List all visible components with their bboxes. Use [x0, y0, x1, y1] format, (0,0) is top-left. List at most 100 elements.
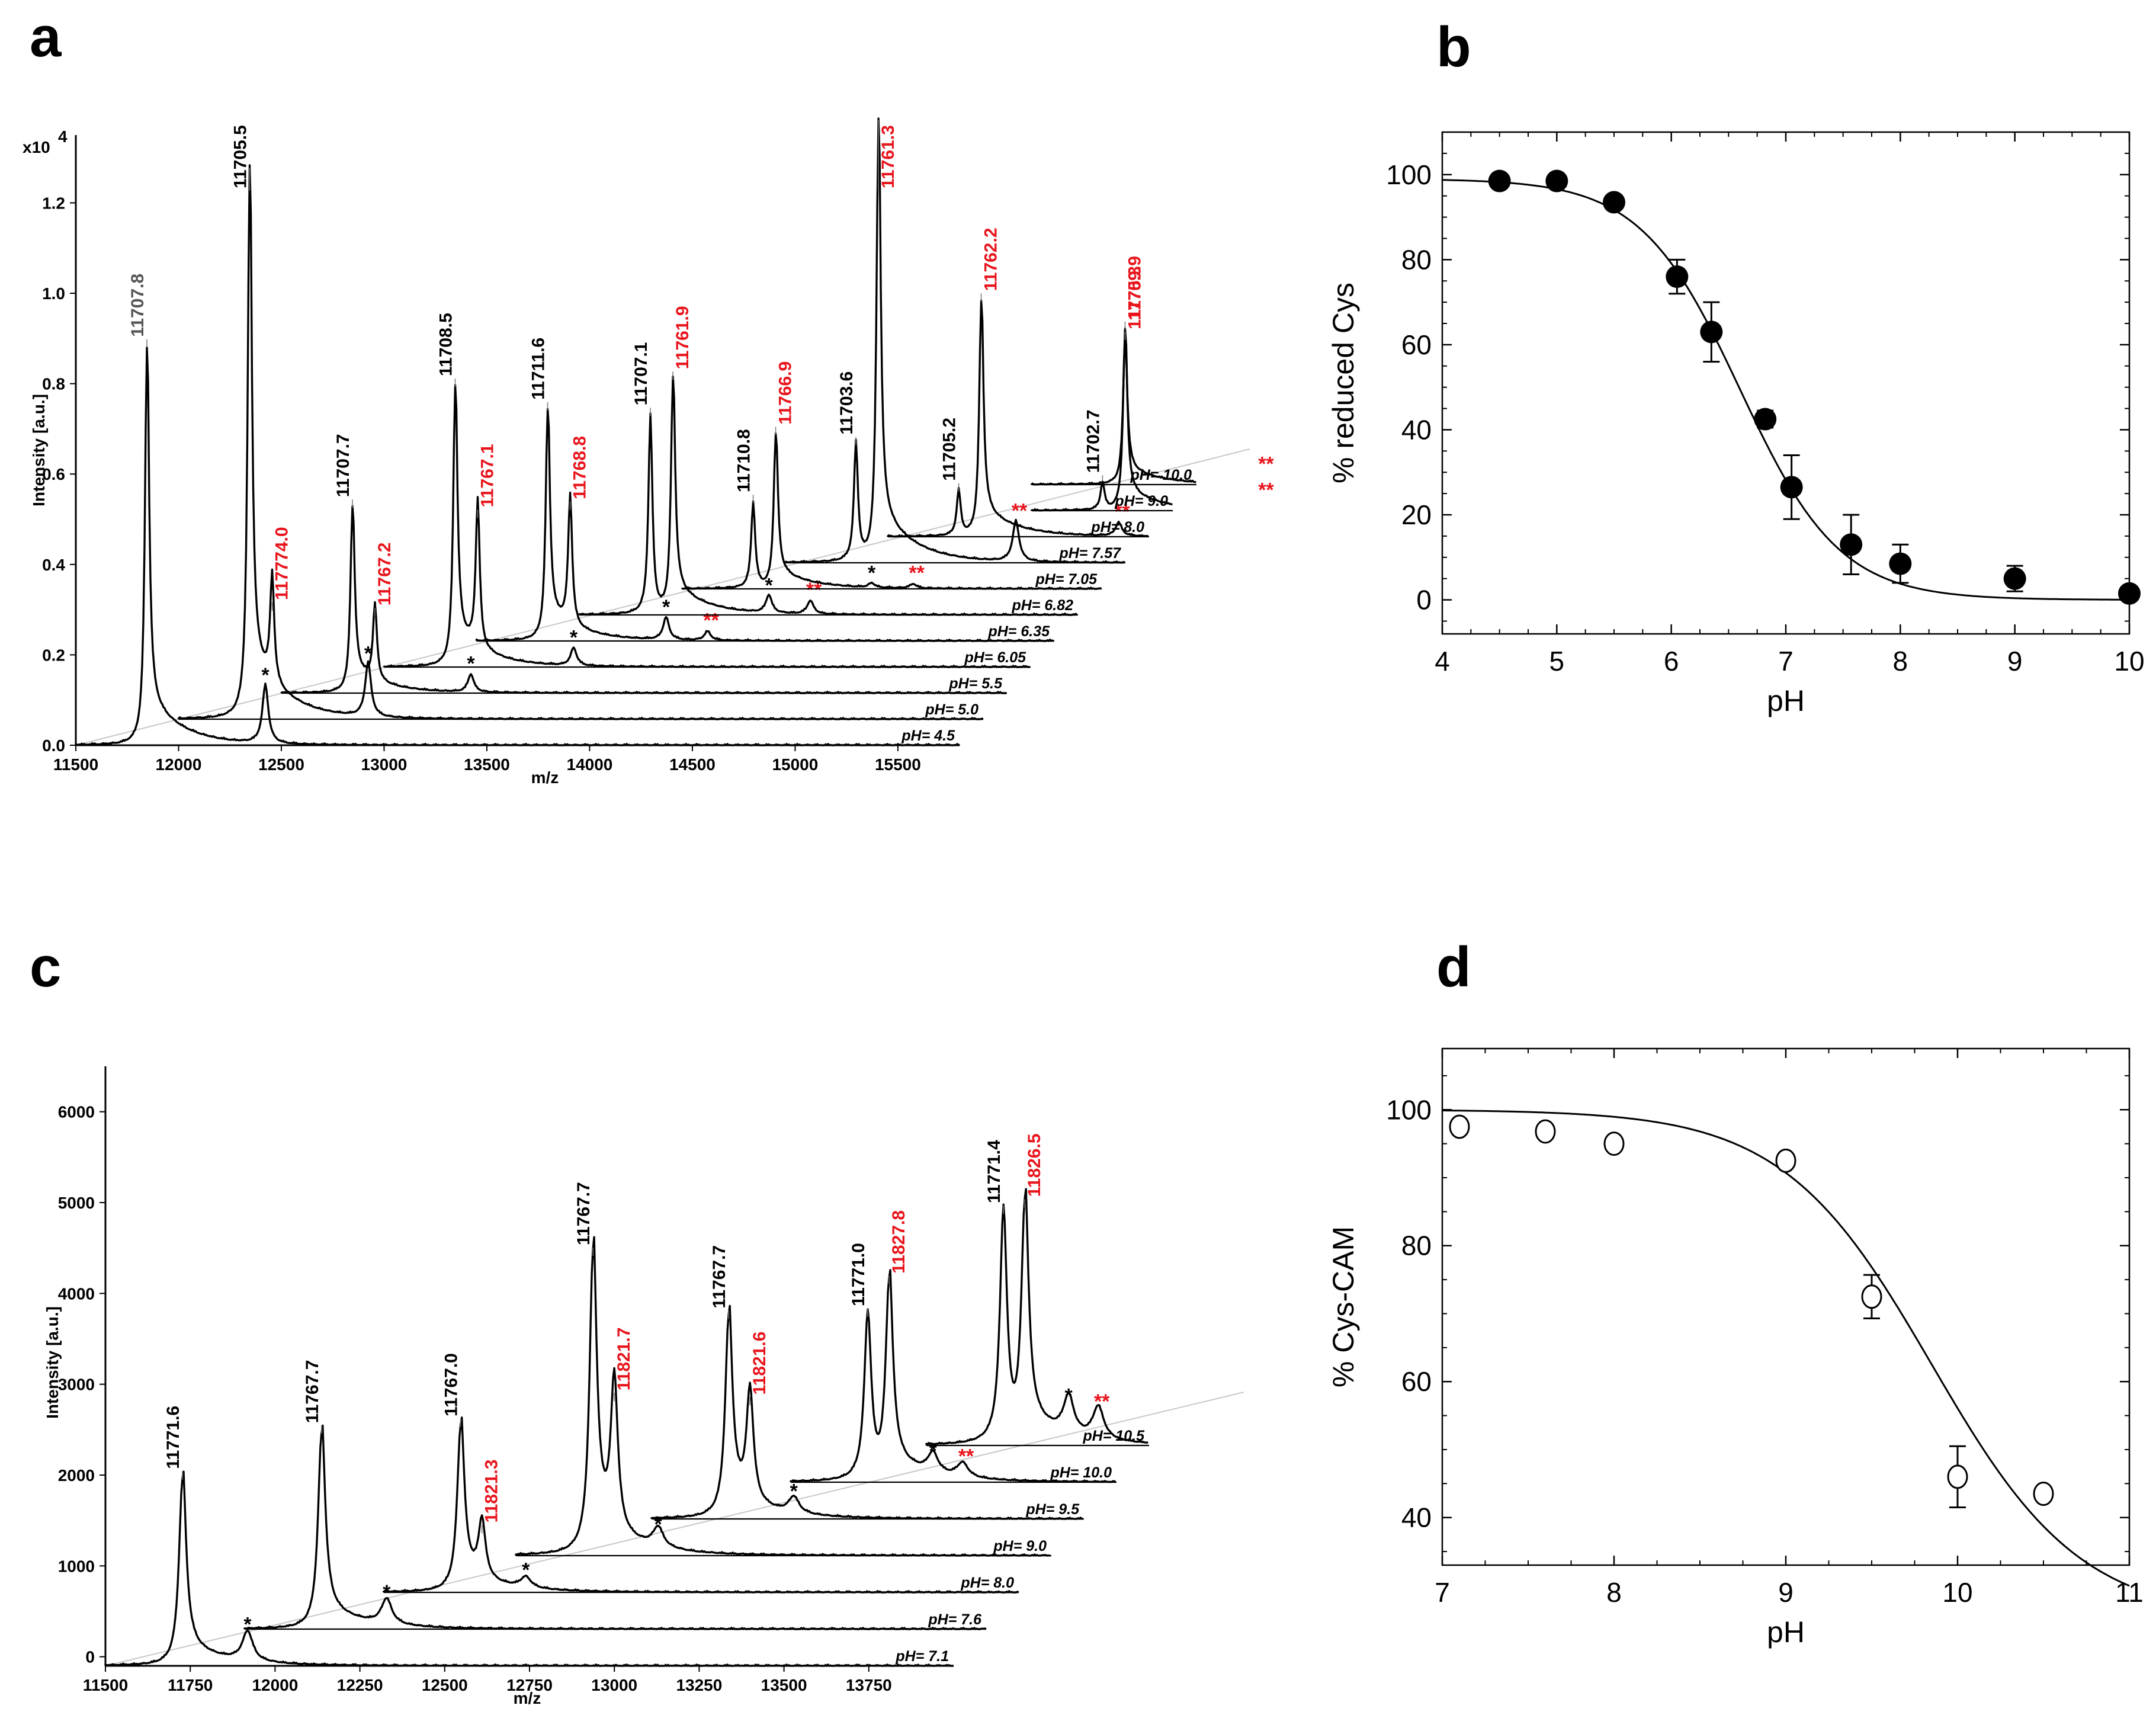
- peak-label-red: 11761.9: [673, 306, 692, 369]
- data-point: [1488, 169, 1511, 193]
- y-tick-label: 0: [1416, 585, 1432, 616]
- spectrum-trace: [784, 117, 1125, 564]
- peak-label-red: 11759.9: [1125, 256, 1144, 319]
- data-point: [1449, 1114, 1470, 1139]
- data-point: [2118, 582, 2141, 605]
- double-star-marker: **: [1012, 499, 1028, 522]
- spectrum-trace: [243, 1424, 987, 1630]
- ph-label: pH= 9.0: [993, 1538, 1047, 1554]
- x-tick-label: 8: [1893, 646, 1908, 677]
- star-marker: *: [261, 664, 270, 687]
- y-tick-label: 40: [1401, 414, 1432, 445]
- baseline-guide: [105, 1392, 1244, 1666]
- star-marker: *: [467, 652, 475, 675]
- ph-label: pH= 6.82: [1011, 597, 1073, 614]
- y-axis-label: % Cys-CAM: [1327, 1226, 1360, 1387]
- ph-label: pH= 10.0: [1130, 467, 1192, 483]
- y-tick-label: 0.6: [42, 465, 65, 483]
- x-axis-label: pH: [1767, 684, 1805, 717]
- y-tick-label: 80: [1401, 244, 1432, 275]
- double-star-marker: **: [1094, 1390, 1110, 1413]
- ph-label: pH= 7.57: [1058, 545, 1121, 562]
- ph-label: pH= 9.0: [1114, 493, 1168, 509]
- star-marker: *: [570, 626, 578, 649]
- peak-label-black: 11767.7: [574, 1182, 593, 1245]
- x-tick-label: 13000: [591, 1676, 637, 1694]
- x-tick-label: 7: [1778, 646, 1794, 677]
- baseline-guide: [75, 448, 1250, 746]
- fit-curve: [1442, 1110, 2130, 1587]
- y-tick-label: 0.4: [42, 556, 65, 574]
- x-tick-label: 8: [1606, 1577, 1622, 1608]
- y-tick-label: 80: [1401, 1230, 1432, 1261]
- x-tick-label: 12750: [506, 1676, 553, 1694]
- peak-label-red: 11762.2: [981, 227, 1001, 291]
- y-tick-label: 6000: [58, 1103, 95, 1121]
- x-tick-label: 12000: [252, 1676, 298, 1694]
- data-point: [1535, 1119, 1556, 1144]
- panel-label-a: a: [30, 5, 62, 69]
- peak-label-black: 11707.7: [333, 434, 353, 497]
- x-tick-label: 6: [1664, 646, 1679, 677]
- ph-label: pH= 7.6: [928, 1611, 982, 1628]
- star-marker: *: [654, 1513, 662, 1536]
- spectrum-trace: [1030, 339, 1196, 486]
- x-tick-label: 11500: [83, 1676, 128, 1694]
- peak-label-red: 11766.9: [776, 361, 795, 425]
- y-tick-label: 60: [1401, 329, 1432, 360]
- double-star-marker: **: [1258, 453, 1274, 476]
- peak-label-black: 11707.1: [631, 342, 651, 405]
- star-marker: *: [765, 574, 773, 597]
- star-marker: *: [1065, 1385, 1073, 1408]
- x-tick-label: 10: [1942, 1577, 1972, 1608]
- double-star-marker: **: [909, 562, 925, 584]
- x-axis-label: m/z: [531, 768, 559, 787]
- x-tick-label: 15000: [772, 755, 818, 774]
- star-marker: *: [243, 1613, 252, 1636]
- y-tick-label: 4000: [58, 1284, 95, 1303]
- x-axis-label: pH: [1767, 1615, 1805, 1649]
- chart-c: 11500 11750 12000 12250 12500 12750 13000 13250…: [43, 1066, 1244, 1707]
- y-tick-label: 100: [1386, 159, 1432, 190]
- ph-label: pH= 7.1: [895, 1648, 949, 1665]
- peak-label-black: 11771.4: [984, 1140, 1004, 1203]
- y-axis-label: Intensity [a.u.]: [43, 1306, 62, 1419]
- y-tick-label: 5000: [58, 1194, 95, 1212]
- peak-label-red: 11827.8: [889, 1210, 909, 1274]
- star-marker: *: [790, 1480, 798, 1502]
- peak-label-red: 11821.6: [750, 1332, 769, 1395]
- y-tick-label: 0: [85, 1648, 95, 1666]
- peak-label-red: 11826.5: [1025, 1133, 1044, 1197]
- y-tick-label: 20: [1401, 499, 1432, 530]
- x-tick-label: 4: [1435, 646, 1450, 677]
- peak-label-black: 11767.0: [442, 1353, 461, 1416]
- peak-label-black: 11707.8: [128, 274, 147, 337]
- peak-label-black: 11767.7: [710, 1245, 729, 1309]
- x-tick-label: 13500: [761, 1676, 807, 1694]
- ph-label: pH= 6.35: [987, 623, 1050, 640]
- spectrum-trace: [75, 346, 961, 746]
- ph-label: pH= 10.0: [1050, 1464, 1112, 1481]
- x-tick-label: 12500: [422, 1676, 468, 1694]
- x-tick-label: 9: [1778, 1577, 1794, 1608]
- spectrum-trace: [650, 1304, 1083, 1520]
- plot-frame: [1441, 131, 2131, 635]
- spectrum-trace: [681, 432, 1102, 590]
- spectrum-trace: [382, 1416, 1019, 1594]
- y-exponent-label: x10: [23, 138, 50, 156]
- x-tick-label: 12000: [156, 755, 202, 774]
- chart-a: 11500 12000 12500 13000 13500 14000 14500 15000…: [23, 117, 1274, 787]
- data-point: [2033, 1482, 2054, 1506]
- peak-label-red: 11767.1: [477, 444, 497, 507]
- y-exponent-power: 4: [58, 127, 68, 146]
- data-point: [1545, 169, 1568, 193]
- star-marker: *: [868, 562, 876, 584]
- x-tick-label: 14500: [669, 755, 716, 774]
- panel-label-d: d: [1436, 935, 1471, 999]
- ph-label: pH= 4.5: [901, 727, 955, 744]
- peak-label-black: 11771.0: [849, 1243, 868, 1306]
- data-point: [1889, 552, 1912, 575]
